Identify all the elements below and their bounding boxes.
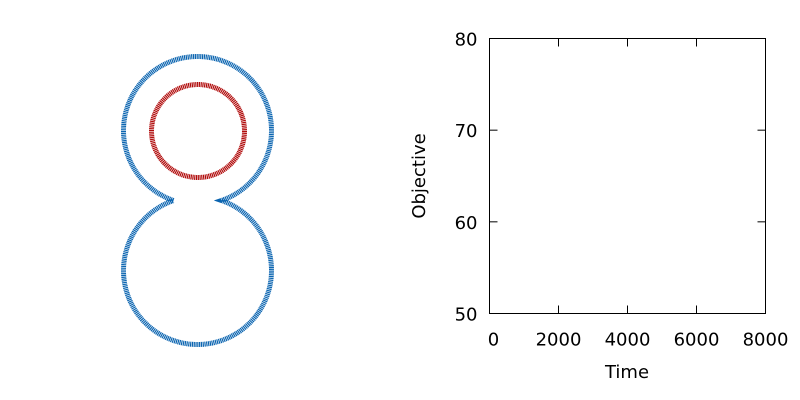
- x-tick-label: 2000: [536, 330, 582, 351]
- y-tick-label: 60: [455, 213, 478, 234]
- y-axis-title: Objective: [409, 133, 430, 218]
- plot-panel: 0 2000 4000 6000 8000 50 60 70 80 Time Objectiv…: [409, 30, 788, 384]
- outer-keyhole-outline: [121, 54, 274, 347]
- inner-circle-outline: [149, 82, 247, 180]
- x-axis-title: Time: [604, 362, 649, 383]
- y-axis-ticks: 50 60 70 80: [455, 30, 766, 326]
- x-axis-ticks: 0 2000 4000 6000 8000: [488, 38, 789, 351]
- x-tick-label: 8000: [743, 330, 789, 351]
- x-tick-label: 6000: [674, 330, 720, 351]
- y-tick-label: 50: [455, 305, 478, 326]
- shape-panel: [121, 54, 274, 347]
- y-tick-label: 80: [455, 30, 478, 51]
- x-tick-label: 4000: [605, 330, 651, 351]
- plot-frame: [489, 38, 766, 314]
- y-tick-label: 70: [455, 121, 478, 142]
- x-tick-label: 0: [488, 330, 499, 351]
